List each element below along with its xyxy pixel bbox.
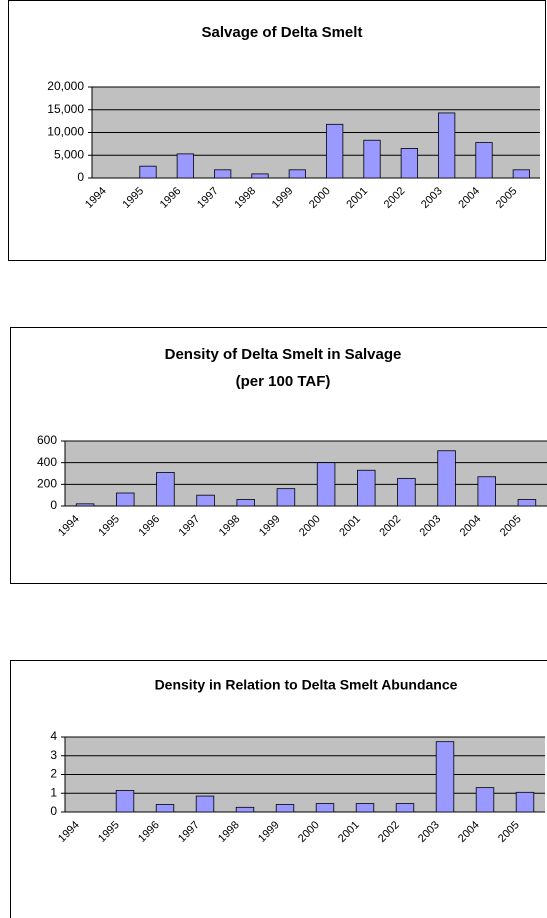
y-tick-label: 20,000 [47, 79, 84, 93]
bar [116, 492, 135, 507]
chart-subtitle: (per 100 TAF) [236, 373, 331, 390]
bar [517, 499, 537, 507]
y-tick-label: 3 [50, 748, 57, 762]
x-tick-label: 2005 [496, 819, 522, 845]
bar [437, 450, 456, 507]
x-tick-label: 1997 [195, 185, 221, 211]
x-tick-label: 2004 [456, 819, 482, 845]
x-tick-label: 1999 [256, 819, 282, 845]
x-tick-label: 1999 [257, 513, 283, 539]
x-tick-label: 2000 [297, 513, 323, 539]
bar [214, 169, 232, 179]
bar [276, 488, 296, 507]
bar [515, 791, 535, 813]
plot-area [65, 441, 547, 506]
bar [176, 153, 194, 179]
y-tick-label: 600 [37, 433, 57, 447]
bar [75, 503, 95, 507]
x-tick-label: 2003 [418, 513, 444, 539]
chart-title: Density in Relation to Delta Smelt Abund… [155, 677, 458, 693]
bar [139, 165, 157, 179]
bar [195, 795, 215, 813]
y-tick-label: 10,000 [47, 125, 84, 139]
bar [315, 803, 335, 813]
y-tick-label: 0 [50, 804, 57, 818]
x-tick-label: 1997 [177, 513, 203, 539]
x-tick-label: 2004 [458, 513, 484, 539]
x-tick-label: 2001 [344, 185, 370, 211]
x-tick-label: 2002 [377, 513, 403, 539]
x-tick-label: 1994 [83, 185, 109, 211]
chart-frame [10, 327, 547, 584]
x-tick-label: 2001 [337, 513, 363, 539]
x-tick-label: 2003 [419, 185, 445, 211]
bar [395, 803, 415, 813]
bar [115, 790, 135, 813]
x-tick-label: 2002 [376, 819, 402, 845]
y-tick-label: 5,000 [54, 147, 84, 161]
y-tick-label: 0 [50, 498, 57, 512]
x-tick-label: 2005 [498, 513, 524, 539]
x-tick-label: 1994 [56, 819, 82, 845]
bar [438, 112, 456, 179]
x-tick-label: 2003 [416, 819, 442, 845]
x-tick-label: 1996 [136, 513, 162, 539]
bar [326, 123, 344, 179]
x-tick-label: 2000 [307, 185, 333, 211]
x-tick-label: 1998 [216, 819, 242, 845]
chart-frame [8, 0, 546, 261]
y-tick-label: 2 [50, 767, 57, 781]
bar [363, 139, 381, 179]
bar [196, 494, 215, 507]
x-tick-label: 2001 [336, 819, 362, 845]
bar [156, 472, 175, 507]
x-tick-label: 1996 [158, 185, 184, 211]
bar [236, 499, 255, 507]
x-tick-label: 1995 [96, 513, 122, 539]
bar [235, 806, 255, 813]
bar [475, 142, 493, 179]
chart-frame [10, 660, 547, 918]
bar [355, 803, 375, 813]
y-tick-label: 1 [50, 785, 57, 799]
x-tick-label: 2000 [296, 819, 322, 845]
y-tick-label: 200 [37, 477, 57, 491]
bar [288, 169, 306, 179]
chart-title: Salvage of Delta Smelt [202, 24, 363, 41]
x-tick-label: 1999 [270, 185, 296, 211]
y-tick-label: 15,000 [47, 102, 84, 116]
x-tick-label: 1998 [232, 185, 258, 211]
y-tick-label: 0 [77, 170, 84, 184]
bar [251, 173, 269, 179]
bar [400, 148, 418, 179]
bar [477, 476, 496, 507]
bar [275, 804, 295, 813]
chart-title: Density of Delta Smelt in Salvage [165, 346, 402, 363]
x-tick-label: 2005 [494, 185, 520, 211]
x-tick-label: 1997 [176, 819, 202, 845]
x-tick-label: 1998 [217, 513, 243, 539]
x-tick-label: 1995 [96, 819, 122, 845]
x-tick-label: 2004 [456, 185, 482, 211]
y-tick-label: 4 [50, 729, 57, 743]
bar [155, 804, 175, 813]
bar [435, 741, 455, 813]
bar [475, 787, 495, 813]
y-tick-label: 400 [37, 455, 57, 469]
x-tick-label: 1996 [136, 819, 162, 845]
x-tick-label: 1995 [120, 185, 146, 211]
bar [397, 477, 416, 507]
x-tick-label: 1994 [56, 513, 82, 539]
x-tick-label: 2002 [382, 185, 408, 211]
bar [512, 169, 530, 179]
bar [357, 469, 376, 507]
bar [316, 462, 336, 507]
